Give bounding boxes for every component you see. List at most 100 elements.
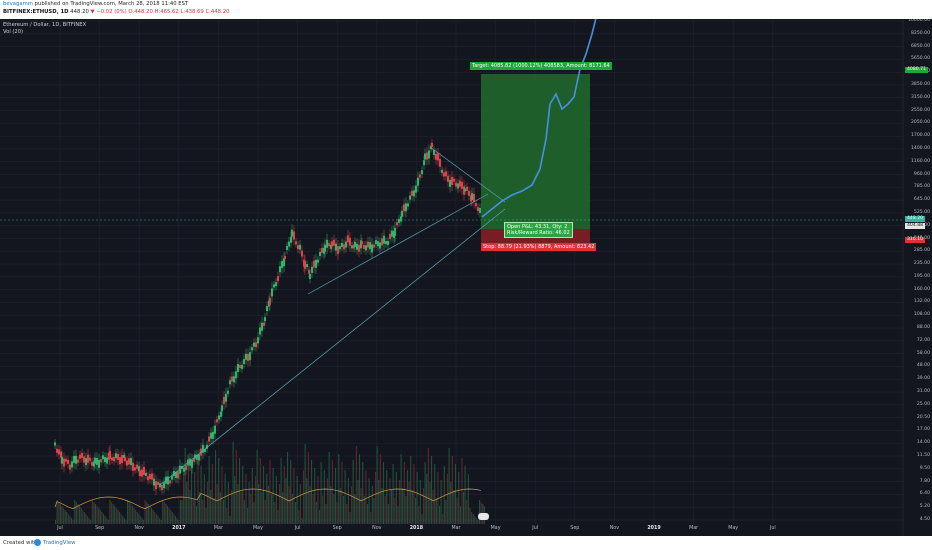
price-tick: 6.40	[919, 491, 930, 497]
candle	[398, 218, 400, 223]
volume-bar	[266, 474, 268, 524]
volume-bar	[290, 460, 292, 524]
candle	[109, 450, 111, 459]
volume-bar	[458, 472, 460, 524]
candle	[123, 454, 125, 458]
entry-price-tag: 404.88	[905, 223, 926, 229]
current-price-tag: 448.20	[905, 216, 926, 222]
volume-bar	[375, 472, 377, 524]
candle	[104, 457, 106, 463]
pnl-label[interactable]: Open P&L: 43.31, Qty: 2 Risk/Reward Rati…	[504, 222, 573, 238]
volume-bar	[130, 504, 132, 524]
volume-bar	[136, 512, 138, 524]
volume-bar	[331, 460, 333, 524]
time-tick: Nov	[372, 526, 382, 531]
candle	[141, 469, 143, 477]
candle	[401, 210, 403, 217]
price-chart[interactable]	[0, 19, 932, 536]
risk-reward-line: Risk/Reward Ratio: 46.02	[507, 230, 570, 236]
volume-bar	[207, 482, 209, 524]
volume-bar	[168, 508, 170, 524]
price-tick: 17.00	[916, 427, 930, 433]
candle	[155, 481, 157, 490]
author-link[interactable]: bevagamm	[3, 1, 33, 7]
candle	[443, 172, 445, 177]
stop-label[interactable]: Stop: 88.79 (21.93%) 8879, Amount: 823.4…	[481, 243, 597, 251]
volume-bar	[96, 506, 98, 524]
volume-bar	[71, 518, 73, 524]
volume-bar	[55, 520, 57, 524]
volume-bar	[184, 448, 186, 524]
candle	[281, 260, 283, 268]
volume-bar	[271, 494, 273, 524]
last-price: 448.20	[70, 9, 89, 15]
volume-bar	[59, 504, 61, 524]
candle	[387, 241, 389, 246]
symbol-name[interactable]: BITFINEX:ETHUSD, 1D	[3, 9, 69, 15]
candle	[457, 183, 459, 189]
candle	[117, 453, 119, 460]
volume-bar	[218, 458, 220, 524]
candle	[163, 482, 165, 489]
volume-bar	[143, 520, 145, 524]
volume-bar	[263, 466, 265, 524]
volume-bar	[248, 482, 250, 524]
volume-bar	[135, 510, 137, 524]
price-tick: 525.00	[913, 209, 930, 215]
volume-bar	[408, 482, 410, 524]
volume-bar	[431, 456, 433, 524]
volume-bar	[235, 450, 237, 524]
candle	[369, 242, 371, 250]
volume-bar	[397, 506, 399, 524]
volume-bar	[203, 474, 205, 524]
candle	[405, 203, 407, 212]
volume-bar	[99, 510, 101, 524]
candle	[98, 459, 100, 468]
time-tick: Mar	[213, 526, 223, 531]
volume-bar	[279, 484, 281, 524]
candle	[191, 459, 193, 468]
price-tick: 3150.00	[911, 94, 930, 100]
volume-bar	[106, 518, 108, 524]
time-tick: Nov	[134, 526, 144, 531]
volume-bar	[159, 518, 161, 524]
volume-bar	[255, 476, 257, 524]
volume-bar	[288, 486, 290, 524]
volume-bar	[133, 508, 135, 524]
volume-bar	[384, 496, 386, 524]
candle	[389, 233, 391, 239]
candle	[139, 470, 141, 477]
time-tick: Sep	[570, 526, 580, 531]
price-tick: 88.00	[916, 325, 930, 331]
chart-pane[interactable]: Ethereum / Dollar, 1D, BITFINEX Vol (20)…	[0, 19, 932, 536]
volume-bar	[261, 492, 263, 524]
candle	[93, 461, 95, 467]
volume-bar	[165, 504, 167, 524]
candle	[419, 174, 421, 178]
candle	[63, 458, 65, 467]
volume-bar	[200, 466, 202, 524]
tradingview-brand[interactable]: TradingView	[43, 540, 76, 546]
price-tick: 5650.00	[911, 56, 930, 62]
candle	[259, 327, 261, 335]
volume-bar	[79, 506, 81, 524]
volume-bar	[240, 492, 242, 524]
volume-bar	[295, 502, 297, 524]
price-tick: 11.50	[916, 453, 930, 459]
candle	[400, 216, 402, 222]
chart-background[interactable]	[0, 19, 932, 536]
volume-bar	[127, 500, 129, 524]
volume-bar	[175, 516, 177, 524]
candle	[354, 242, 356, 248]
candle	[241, 364, 243, 369]
volume-bar	[83, 512, 85, 524]
volume-bar	[259, 458, 261, 524]
volume-bar	[355, 446, 357, 524]
target-label[interactable]: Target: 4085.82 (1000.12%) 408583, Amoun…	[470, 62, 612, 70]
volume-bar	[306, 478, 308, 524]
volume-bar	[344, 470, 346, 524]
candle	[326, 239, 328, 248]
candle	[56, 448, 58, 453]
candle	[204, 449, 206, 453]
chart-header: bevagamm published on TradingView.com, M…	[0, 0, 932, 19]
